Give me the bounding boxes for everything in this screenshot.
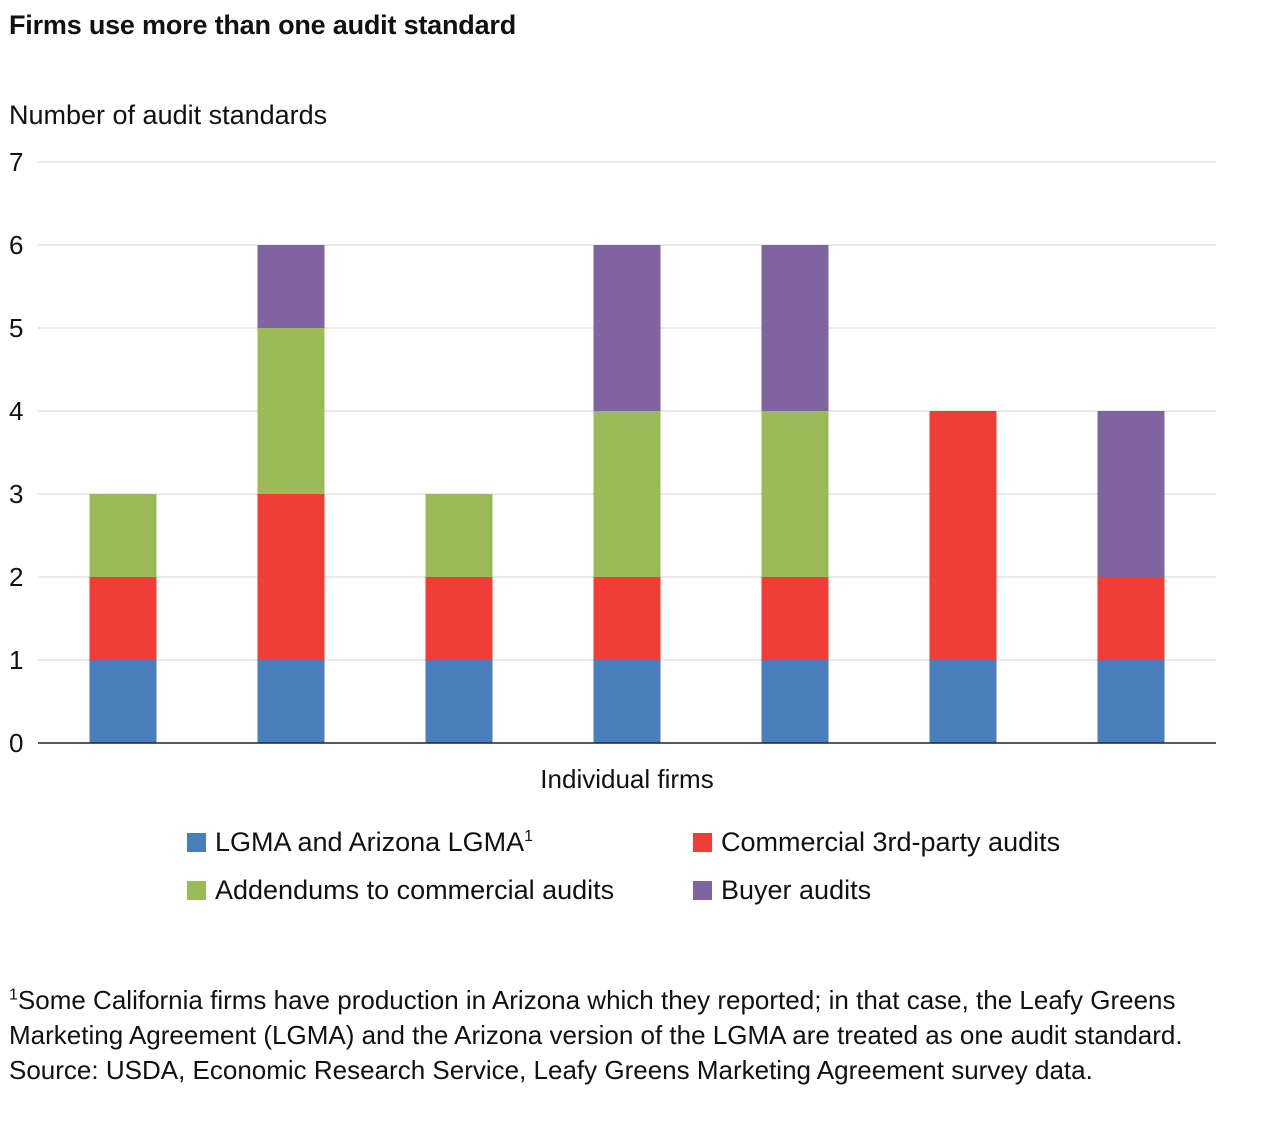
legend-item-commercial: Commercial 3rd-party audits: [693, 827, 1060, 858]
source-note: Source: USDA, Economic Research Service,…: [9, 1055, 1093, 1085]
footnote-text: Some California firms have production in…: [9, 985, 1183, 1050]
legend-label-lgma: LGMA and Arizona LGMA1: [215, 827, 534, 857]
legend-label-buyer: Buyer audits: [721, 875, 872, 905]
bar-segment-firm-4-series-2: [593, 577, 661, 660]
bars: [89, 245, 1165, 743]
bar-segment-firm-3-series-2: [425, 577, 493, 660]
legend-label-commercial: Commercial 3rd-party audits: [721, 827, 1061, 857]
bar-segment-firm-3-series-3: [425, 494, 493, 577]
y-tick-label: 6: [9, 230, 23, 260]
footnote: 1Some California firms have production i…: [9, 983, 1259, 1053]
bar-segment-firm-2-series-2: [257, 494, 325, 660]
legend-swatch-commercial: [693, 833, 712, 852]
legend-label-addendums: Addendums to commercial audits: [215, 875, 615, 905]
footnote-marker: 1: [524, 828, 534, 845]
bar-segment-firm-7-series-1: [1097, 660, 1165, 743]
bar-segment-firm-1-series-2: [89, 577, 157, 660]
y-axis-label: Number of audit standards: [9, 100, 328, 130]
bar-segment-firm-5-series-4: [761, 245, 829, 411]
bar-segment-firm-1-series-1: [89, 660, 157, 743]
footnote-block: 1Some California firms have production i…: [9, 983, 1259, 1088]
bar-segment-firm-6-series-2: [929, 411, 997, 660]
chart-title: Firms use more than one audit standard: [9, 10, 516, 40]
y-tick-label: 7: [9, 147, 23, 177]
x-axis-label: Individual firms: [540, 764, 713, 794]
bar-segment-firm-4-series-4: [593, 245, 661, 411]
bar-segment-firm-2-series-1: [257, 660, 325, 743]
legend-swatch-addendums: [187, 881, 206, 900]
bar-segment-firm-6-series-1: [929, 660, 997, 743]
legend-item-lgma: LGMA and Arizona LGMA1: [187, 827, 533, 858]
bar-segment-firm-3-series-1: [425, 660, 493, 743]
bar-segment-firm-5-series-1: [761, 660, 829, 743]
bar-segment-firm-1-series-3: [89, 494, 157, 577]
legend-swatch-lgma: [187, 833, 206, 852]
footnote-marker: 1: [9, 986, 18, 1004]
y-tick-label: 2: [9, 562, 23, 592]
y-tick-label: 3: [9, 479, 23, 509]
bar-segment-firm-2-series-4: [257, 245, 325, 328]
bar-segment-firm-4-series-1: [593, 660, 661, 743]
legend-swatch-buyer: [693, 881, 712, 900]
bar-segment-firm-5-series-3: [761, 411, 829, 577]
y-tick-label: 4: [9, 396, 23, 426]
bar-segment-firm-5-series-2: [761, 577, 829, 660]
y-tick-labels: 0 1 2 3 4 5 6 7: [9, 147, 23, 758]
bar-segment-firm-7-series-4: [1097, 411, 1165, 577]
y-tick-label: 0: [9, 728, 23, 758]
bar-segment-firm-4-series-3: [593, 411, 661, 577]
bar-segment-firm-7-series-2: [1097, 577, 1165, 660]
legend-item-buyer: Buyer audits: [693, 875, 871, 906]
bar-segment-firm-2-series-3: [257, 328, 325, 494]
stacked-bar-chart: 0 1 2 3 4 5 6 7 Individual firms: [9, 147, 1216, 794]
y-tick-label: 5: [9, 313, 23, 343]
y-tick-label: 1: [9, 645, 23, 675]
legend-item-addendums: Addendums to commercial audits: [187, 875, 614, 906]
